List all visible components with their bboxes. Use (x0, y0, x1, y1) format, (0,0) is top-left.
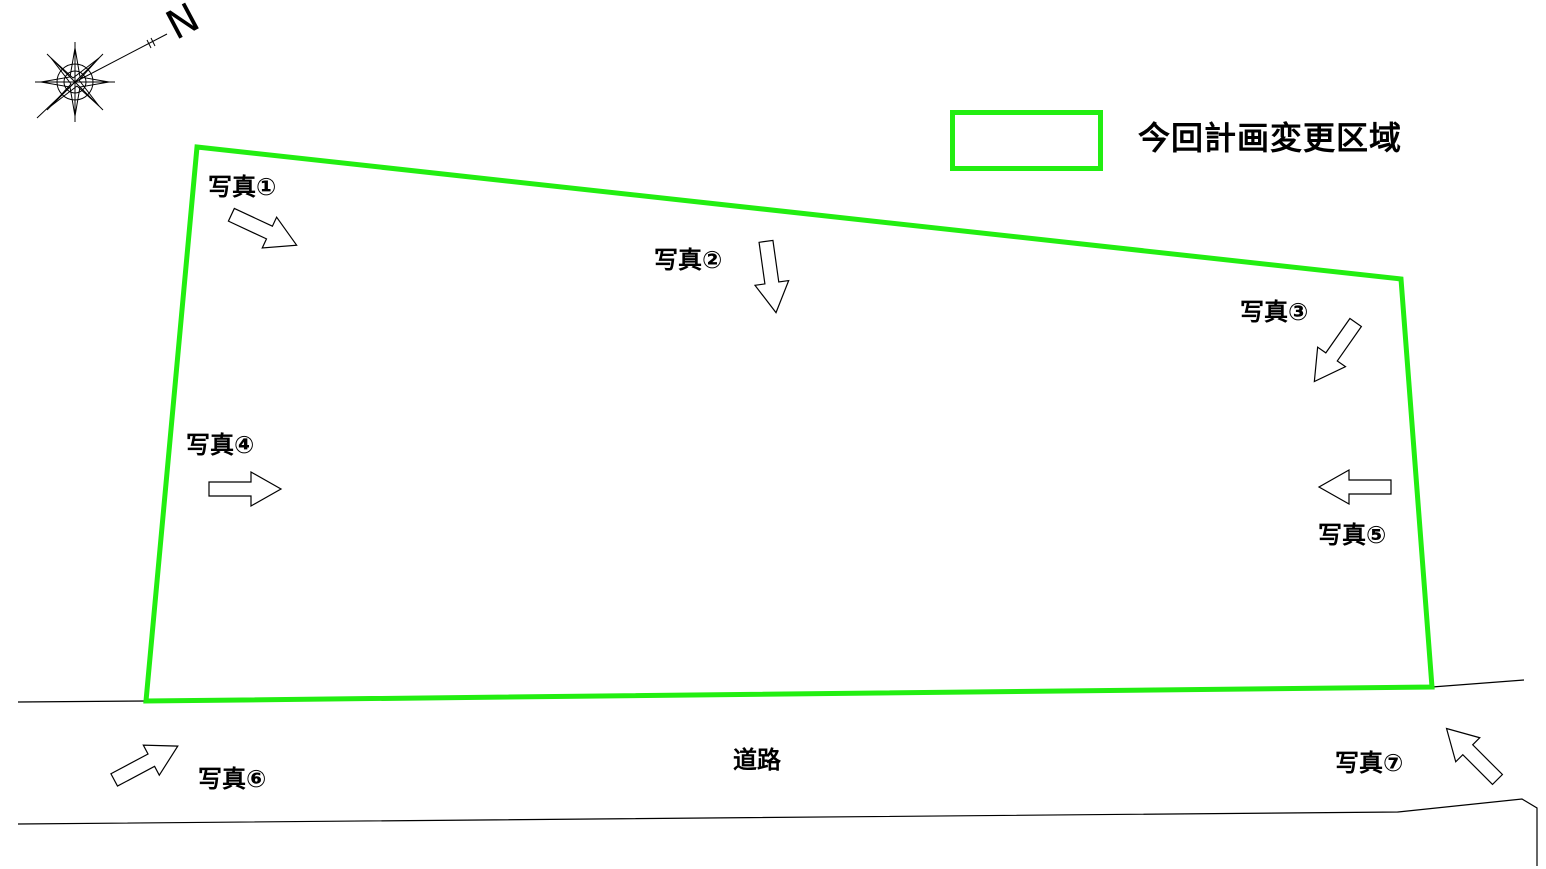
legend-swatch (950, 110, 1103, 171)
photo-7-label: 写真⑦ (1335, 749, 1404, 777)
photo-7-arrow-icon (1445, 727, 1504, 786)
photo-2-label: 写真② (654, 246, 723, 274)
photo-5-label: 写真⑤ (1318, 521, 1387, 549)
photo-6-arrow-icon (110, 744, 179, 787)
photo-6-label: 写真⑥ (198, 765, 267, 793)
photo-3-arrow-icon (1313, 317, 1363, 383)
road-label: 道路 (733, 746, 781, 774)
photo-5-arrow-icon (1317, 468, 1392, 506)
plan-change-area-boundary (143, 144, 1435, 704)
photo-arrows (110, 207, 1504, 787)
photo-1-arrow-icon (227, 207, 298, 249)
photo-3-label: 写真③ (1240, 298, 1309, 326)
road-lower-edge (17, 798, 1538, 866)
legend-label: 今回計画変更区域 (1138, 119, 1403, 157)
photo-4-label: 写真④ (186, 431, 255, 459)
compass-rose-icon (35, 33, 168, 122)
photo-1-label: 写真① (208, 173, 277, 201)
photo-2-arrow-icon (753, 239, 790, 314)
photo-4-arrow-icon (208, 470, 283, 508)
